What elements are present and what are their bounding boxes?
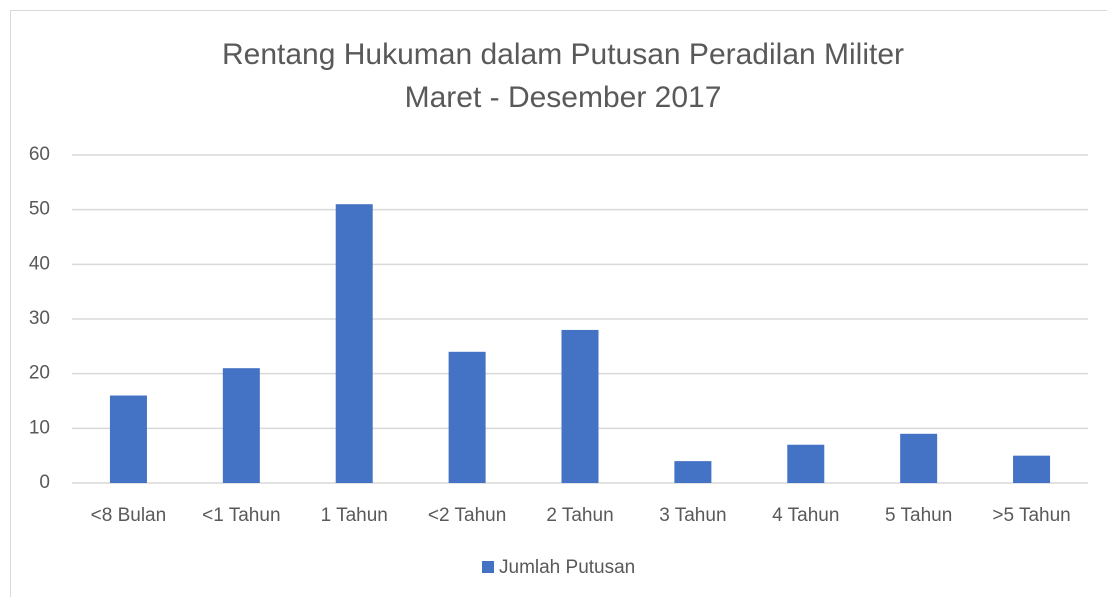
- bar: [674, 461, 712, 483]
- bar: [335, 204, 373, 483]
- bar: [109, 395, 147, 483]
- x-tick-label: <8 Bulan: [91, 505, 167, 526]
- x-tick-label: 2 Tahun: [546, 505, 613, 526]
- x-tick-label: <1 Tahun: [202, 505, 280, 526]
- chart-title: Rentang Hukuman dalam Putusan Peradilan …: [222, 38, 904, 71]
- x-tick-label: >5 Tahun: [992, 505, 1070, 526]
- bar: [561, 329, 599, 483]
- bar: [1013, 455, 1051, 483]
- y-tick-label: 30: [29, 308, 50, 329]
- x-tick-label: 5 Tahun: [885, 505, 952, 526]
- bar: [900, 433, 938, 483]
- y-tick-label: 20: [29, 363, 50, 384]
- legend-label: Jumlah Putusan: [499, 557, 635, 578]
- y-tick-label: 50: [29, 199, 50, 220]
- bar: [448, 351, 486, 483]
- bar: [787, 444, 825, 483]
- y-tick-label: 40: [29, 253, 50, 274]
- y-tick-label: 10: [29, 417, 50, 438]
- y-tick-label: 0: [39, 472, 50, 493]
- x-tick-label: 1 Tahun: [321, 505, 388, 526]
- y-tick-label: 60: [29, 144, 50, 165]
- legend-swatch: [482, 561, 494, 573]
- chart-subtitle: Maret - Desember 2017: [405, 81, 722, 114]
- bar: [222, 368, 260, 483]
- x-tick-label: 4 Tahun: [772, 505, 839, 526]
- x-tick-label: <2 Tahun: [428, 505, 506, 526]
- x-tick-label: 3 Tahun: [659, 505, 726, 526]
- chart-border: [10, 10, 1107, 597]
